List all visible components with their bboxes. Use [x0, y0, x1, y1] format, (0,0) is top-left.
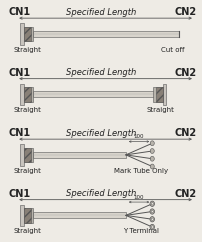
Bar [20, 84, 24, 105]
Text: CN2: CN2 [174, 68, 196, 78]
Text: Straight: Straight [13, 228, 41, 234]
Circle shape [149, 164, 154, 169]
Text: CN1: CN1 [8, 68, 30, 78]
Text: Y Terminal: Y Terminal [122, 228, 158, 234]
Bar [33, 31, 178, 37]
Circle shape [149, 217, 154, 222]
Circle shape [149, 209, 154, 214]
Circle shape [149, 156, 154, 161]
Bar [24, 208, 33, 223]
Circle shape [149, 141, 154, 146]
Bar [20, 144, 24, 166]
Text: Specified Length: Specified Length [66, 189, 136, 198]
Circle shape [149, 224, 154, 230]
Text: Cut off: Cut off [160, 47, 183, 53]
Bar [33, 212, 125, 218]
Text: CN1: CN1 [8, 189, 30, 199]
Text: CN2: CN2 [174, 189, 196, 199]
Circle shape [150, 218, 153, 220]
Bar [24, 27, 33, 41]
Text: Specified Length: Specified Length [66, 129, 136, 138]
Text: 100: 100 [133, 134, 144, 139]
Text: 100: 100 [133, 195, 144, 200]
Circle shape [149, 201, 154, 206]
Text: Specified Length: Specified Length [66, 68, 136, 77]
Circle shape [150, 226, 153, 228]
Bar [20, 205, 24, 226]
Bar [24, 208, 31, 223]
Circle shape [150, 210, 153, 213]
Text: Mark Tube Only: Mark Tube Only [114, 168, 167, 174]
Bar [24, 87, 33, 102]
Bar [155, 87, 162, 102]
Text: Straight: Straight [146, 107, 174, 113]
Bar [33, 91, 154, 97]
Text: CN1: CN1 [8, 128, 30, 138]
Text: CN2: CN2 [174, 128, 196, 138]
Text: CN2: CN2 [174, 7, 196, 17]
Circle shape [150, 203, 153, 205]
Bar [24, 27, 31, 41]
Bar [20, 23, 24, 45]
Text: Straight: Straight [13, 47, 41, 53]
Text: CN1: CN1 [8, 7, 30, 17]
Bar [153, 87, 162, 102]
Text: Specified Length: Specified Length [66, 8, 136, 17]
Bar [24, 148, 33, 162]
Bar [162, 84, 166, 105]
Bar [33, 152, 125, 158]
Text: Straight: Straight [13, 168, 41, 174]
Bar [24, 87, 31, 102]
Text: Straight: Straight [13, 107, 41, 113]
Circle shape [149, 149, 154, 153]
Bar [24, 148, 31, 162]
